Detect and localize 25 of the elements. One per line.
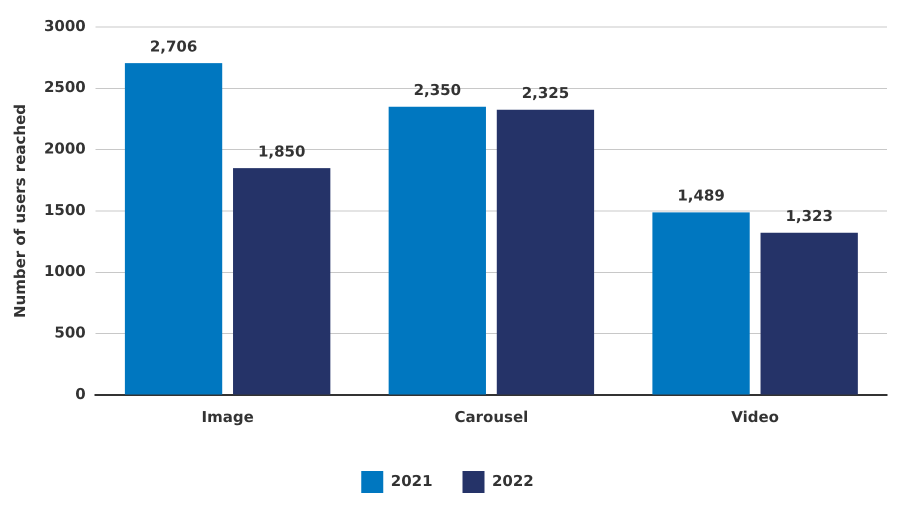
- bar: [388, 106, 486, 394]
- y-tick-label: 1000: [44, 262, 86, 280]
- bar: [760, 232, 858, 394]
- data-label: 1,489: [677, 186, 725, 205]
- x-tick-label: Image: [202, 408, 254, 426]
- y-tick-label: 500: [54, 324, 86, 342]
- data-label: 1,323: [785, 207, 833, 226]
- y-tick-label: 2500: [44, 78, 86, 96]
- y-tick-label: 1500: [44, 200, 86, 219]
- data-label: 2,706: [150, 37, 198, 56]
- data-label: 2,325: [522, 84, 570, 102]
- y-tick-label: 0: [75, 384, 86, 403]
- x-tick-label: Carousel: [454, 408, 528, 426]
- bar: [652, 212, 750, 394]
- data-label: 1,850: [258, 142, 306, 160]
- y-axis-title: Number of users reached: [10, 104, 29, 318]
- legend-label: 2022: [492, 472, 534, 490]
- data-label: 2,350: [414, 81, 462, 100]
- bar: [233, 168, 330, 394]
- y-tick-label: 3000: [44, 16, 86, 35]
- bar: [124, 63, 222, 394]
- x-tick-label: Video: [731, 408, 779, 426]
- legend-label: 2021: [390, 472, 432, 490]
- bar: [496, 110, 594, 394]
- y-tick-label: 2000: [44, 140, 86, 158]
